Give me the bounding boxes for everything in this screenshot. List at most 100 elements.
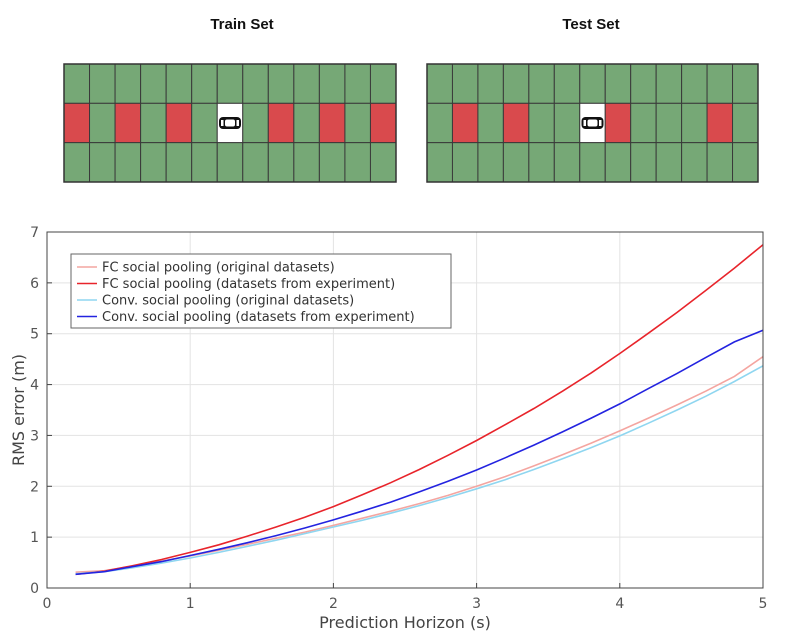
test-grid-cell (732, 63, 759, 104)
test-grid-cell (630, 63, 657, 104)
x-tick-label: 5 (759, 596, 768, 612)
test-grid-cell (732, 142, 759, 183)
train-grid-cell (114, 142, 142, 183)
train-grid-cell (369, 142, 397, 183)
test-grid-occupied-cell (451, 102, 479, 144)
test-grid-cell (655, 142, 683, 183)
test-grid-cell (604, 142, 632, 183)
test-grid-cell (477, 142, 504, 183)
test-grid-cell (681, 102, 708, 144)
test-grid-cell (553, 142, 581, 183)
train-grid-cell (318, 63, 346, 104)
train-grid-cell (191, 102, 218, 144)
train-grid-cell (216, 63, 244, 104)
x-axis-label: Prediction Horizon (s) (319, 613, 491, 632)
test-grid-cell (630, 142, 657, 183)
series-line-3 (75, 365, 764, 575)
train-grid-cell (191, 142, 218, 183)
train-grid-cell (293, 142, 320, 183)
plot-frame (46, 231, 764, 589)
x-tick-label: 3 (472, 596, 481, 612)
train-grid-cell (242, 63, 269, 104)
train-grid-cell (242, 142, 269, 183)
car-icon (219, 117, 241, 129)
test-grid-cell (502, 63, 530, 104)
test-grid-cell (528, 142, 555, 183)
train-grid-cell (344, 63, 371, 104)
x-tick-label: 1 (186, 596, 195, 612)
test-grid-cell (528, 102, 555, 144)
test-grid-cell (579, 63, 606, 104)
train-grid-cell (140, 102, 167, 144)
train-grid-cell (63, 63, 91, 104)
test-grid-cell (706, 63, 734, 104)
train-grid-cell (89, 63, 116, 104)
y-tick-label: 5 (30, 327, 39, 343)
train-set-title: Train Set (210, 16, 274, 33)
y-tick-label: 4 (30, 378, 39, 394)
train-grid-occupied-cell (114, 102, 142, 144)
test-grid-cell (553, 102, 581, 144)
test-grid-occupied-cell (604, 102, 632, 144)
train-grid-cell (165, 142, 193, 183)
x-axis-ticks: 0 1 2 3 4 5 (43, 583, 768, 612)
train-grid-cell (140, 63, 167, 104)
test-grid-cell (451, 142, 479, 183)
x-tick-label: 0 (43, 596, 52, 612)
test-grid-cell (451, 63, 479, 104)
train-grid-cell (165, 63, 193, 104)
train-grid-cell (89, 102, 116, 144)
test-grid-cell (528, 63, 555, 104)
test-grid-cell (630, 102, 657, 144)
train-grid-cell (369, 63, 397, 104)
test-grid-cell (426, 142, 453, 183)
train-grid-occupied-cell (369, 102, 397, 144)
test-set-title: Test Set (562, 16, 620, 33)
train-grid-cell (267, 142, 295, 183)
test-grid-cell (655, 102, 683, 144)
test-grid-cell (681, 63, 708, 104)
y-axis-label: RMS error (m) (9, 354, 28, 466)
train-grid-occupied-cell (165, 102, 193, 144)
legend-box (70, 253, 452, 329)
test-grid-occupied-cell (706, 102, 734, 144)
test-grid-cell (655, 63, 683, 104)
x-tick-label: 4 (615, 596, 624, 612)
train-grid-cell (114, 63, 142, 104)
train-grid-cell (318, 142, 346, 183)
train-grid-cell (191, 63, 218, 104)
series-line-2 (75, 244, 764, 576)
train-grid-occupied-cell (63, 102, 91, 144)
y-tick-label: 3 (30, 428, 39, 444)
car-icon (581, 117, 604, 129)
legend-entry: FC social pooling (original datasets) (102, 261, 335, 276)
legend: FC social pooling (original datasets)FC … (70, 253, 452, 329)
test-grid-cell (477, 63, 504, 104)
train-grid-cell (344, 102, 371, 144)
test-grid-cell (706, 142, 734, 183)
train-grid-cell (344, 142, 371, 183)
test-grid-occupied-cell (502, 102, 530, 144)
y-tick-label: 0 (30, 581, 39, 597)
test-grid-cell (681, 142, 708, 183)
test-grid-cell (426, 102, 453, 144)
test-grid-border (426, 63, 759, 183)
series-lines (75, 244, 764, 576)
y-tick-label: 1 (30, 530, 39, 546)
series-line-4 (75, 329, 764, 576)
test-grid-cell (553, 63, 581, 104)
train-grid-cell (140, 142, 167, 183)
legend-entry: Conv. social pooling (datasets from expe… (102, 310, 415, 325)
test-grid-cell (604, 63, 632, 104)
test-grid-cell (579, 142, 606, 183)
train-grid-cell (267, 63, 295, 104)
train-grid-border (63, 63, 397, 183)
x-tick-label: 2 (329, 596, 338, 612)
train-grid-cell (63, 142, 91, 183)
y-tick-label: 2 (30, 479, 39, 495)
y-axis-ticks: 0 1 2 3 4 5 6 7 (30, 225, 52, 597)
test-grid-cell (732, 102, 759, 144)
train-grid-cell (293, 63, 320, 104)
test-grid-cell (477, 102, 504, 144)
train-grid-cell (293, 102, 320, 144)
